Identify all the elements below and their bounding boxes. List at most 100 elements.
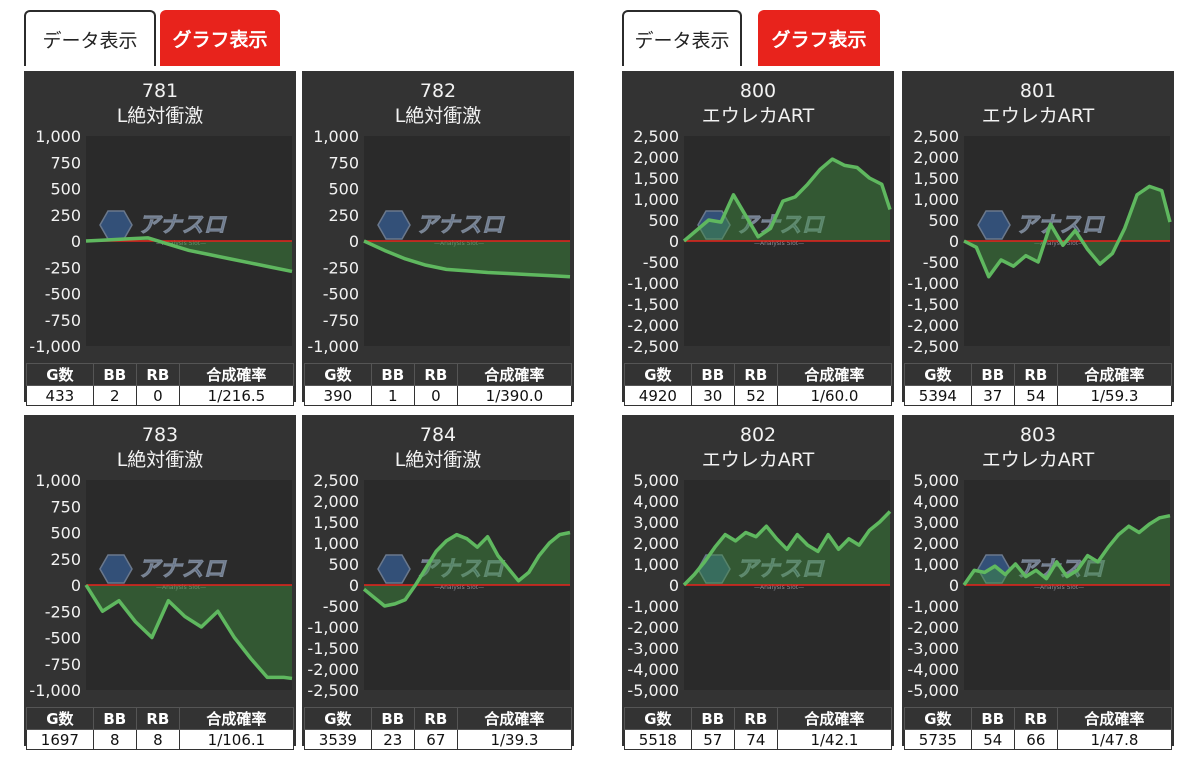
machine-name: エウレカART xyxy=(701,105,815,127)
y-tick-label: -750 xyxy=(45,311,81,330)
rate-value: 1/47.8 xyxy=(1056,729,1173,750)
tab-graph-right[interactable]: グラフ表示 xyxy=(758,10,880,66)
y-tick-label: -500 xyxy=(45,285,81,304)
y-tick-label: -2,000 xyxy=(307,660,359,679)
stats-header: RB xyxy=(733,363,778,386)
stats-table: G数 BB RB 合成確率 3539 23 67 1/39.3 xyxy=(304,707,573,750)
machine-number: 802 xyxy=(739,424,777,446)
stats-table: G数 BB RB 合成確率 390 1 0 1/390.0 xyxy=(304,363,573,406)
series-area xyxy=(86,585,292,679)
svg-text:アナスロ: アナスロ xyxy=(416,213,506,238)
machine-name: L絶対衝激 xyxy=(116,449,204,471)
chart-panel-802: 802 エウレカART 5,000 4,000 3,000 2,000 1,000 0 -1,0… xyxy=(622,415,894,750)
y-tick-label: -2,000 xyxy=(627,316,679,335)
chart-panel-782: 782 L絶対衝激 1,000 750 500 250 0 -250 -500 -750 -1,00… xyxy=(302,71,574,406)
y-tick-label: -1,000 xyxy=(29,337,81,356)
stats-header: G数 xyxy=(904,707,972,730)
y-tick-label: 1,500 xyxy=(633,169,679,188)
series-line xyxy=(963,184,1172,279)
y-tick-label: 5,000 xyxy=(913,471,959,490)
bb-value: 23 xyxy=(370,729,415,750)
watermark-logo: アナスロ —Analysis Slot— xyxy=(99,554,228,591)
stats-header: RB xyxy=(413,363,458,386)
series-line xyxy=(362,530,571,608)
machine-name: エウレカART xyxy=(981,449,1095,471)
y-tick-label: -1,500 xyxy=(627,295,679,314)
bb-value: 57 xyxy=(690,729,735,750)
y-tick-label: 750 xyxy=(50,153,81,172)
tab-data-right[interactable]: データ表示 xyxy=(622,10,742,66)
rb-value: 74 xyxy=(733,729,778,750)
y-tick-label: 1,000 xyxy=(313,127,359,146)
series-line xyxy=(363,239,571,279)
svg-text:アナスロ: アナスロ xyxy=(138,213,228,238)
tab-graph-left[interactable]: グラフ表示 xyxy=(160,10,280,66)
stats-table: G数 BB RB 合成確率 433 2 0 1/216.5 xyxy=(26,363,295,406)
y-tick-label: -4,000 xyxy=(907,660,959,679)
machine-name: L絶対衝激 xyxy=(116,105,204,127)
machine-number: 801 xyxy=(1019,80,1057,102)
series-line xyxy=(682,157,892,243)
y-tick-label: 2,500 xyxy=(313,471,359,490)
y-tick-label: 1,000 xyxy=(913,190,959,209)
stats-header: BB xyxy=(690,363,735,386)
stats-header: RB xyxy=(135,363,180,386)
stats-header: BB xyxy=(370,707,415,730)
stats-header: G数 xyxy=(624,363,692,386)
y-tick-label: -2,500 xyxy=(907,337,959,356)
games-value: 3539 xyxy=(304,729,372,750)
y-tick-label: -1,000 xyxy=(29,681,81,700)
y-tick-label: 0 xyxy=(349,576,359,595)
y-tick-label: 500 xyxy=(928,211,959,230)
machine-name: エウレカART xyxy=(701,449,815,471)
bb-value: 8 xyxy=(92,729,137,750)
y-tick-label: 500 xyxy=(50,180,81,199)
y-tick-label: -1,000 xyxy=(907,597,959,616)
y-tick-label: 0 xyxy=(669,576,679,595)
bb-value: 30 xyxy=(690,385,735,406)
y-tick-label: 750 xyxy=(328,153,359,172)
stats-table: G数 BB RB 合成確率 5735 54 66 1/47.8 xyxy=(904,707,1173,750)
svg-text:アナスロ: アナスロ xyxy=(736,557,826,582)
series-line xyxy=(682,510,892,587)
y-tick-label: 0 xyxy=(349,232,359,251)
chart-panel-783: 783 L絶対衝激 1,000 750 500 250 0 -250 -500 -750 -1,00… xyxy=(24,415,296,750)
rb-value: 66 xyxy=(1013,729,1058,750)
machine-number: 782 xyxy=(419,80,457,102)
chart-svg: 1,000 750 500 250 0 -250 -500 -750 -1,000 アナスロ —An… xyxy=(29,127,293,356)
stats-header: 合成確率 xyxy=(456,707,573,730)
y-tick-label: 5,000 xyxy=(633,471,679,490)
series-line xyxy=(84,584,293,681)
rb-value: 67 xyxy=(413,729,458,750)
y-tick-label: -3,000 xyxy=(627,639,679,658)
y-tick-label: -4,000 xyxy=(627,660,679,679)
y-tick-label: -2,500 xyxy=(307,681,359,700)
stats-header: 合成確率 xyxy=(178,707,295,730)
tab-data-left[interactable]: データ表示 xyxy=(24,10,156,66)
watermark-logo: アナスロ —Analysis Slot— xyxy=(99,210,228,247)
y-tick-label: 0 xyxy=(71,232,81,251)
series-line xyxy=(962,513,1171,587)
y-tick-label: 1,000 xyxy=(313,534,359,553)
watermark-logo: アナスロ —Analysis Slot— xyxy=(977,210,1106,247)
y-tick-label: -5,000 xyxy=(627,681,679,700)
chart-svg: 2,500 2,000 1,500 1,000 500 0 -500 -1,000 -1,500… xyxy=(627,127,892,356)
stats-header: 合成確率 xyxy=(1056,707,1173,730)
y-tick-label: 250 xyxy=(50,550,81,569)
y-tick-label: -500 xyxy=(323,597,359,616)
y-tick-label: -1,500 xyxy=(307,639,359,658)
svg-text:アナスロ: アナスロ xyxy=(1016,213,1106,238)
rb-value: 8 xyxy=(135,729,180,750)
machine-number: 784 xyxy=(419,424,457,446)
stats-header: RB xyxy=(1013,707,1058,730)
chart-svg: 1,000 750 500 250 0 -250 -500 -750 -1,000 アナスロ —An… xyxy=(29,471,293,700)
series-area xyxy=(364,532,570,606)
stats-header: BB xyxy=(370,363,415,386)
y-tick-label: 3,000 xyxy=(913,513,959,532)
y-tick-label: 2,500 xyxy=(913,127,959,146)
rate-value: 1/42.1 xyxy=(776,729,893,750)
y-tick-label: -2,000 xyxy=(907,618,959,637)
stats-header: G数 xyxy=(26,707,94,730)
machine-name: エウレカART xyxy=(981,105,1095,127)
machine-name: L絶対衝激 xyxy=(394,449,482,471)
